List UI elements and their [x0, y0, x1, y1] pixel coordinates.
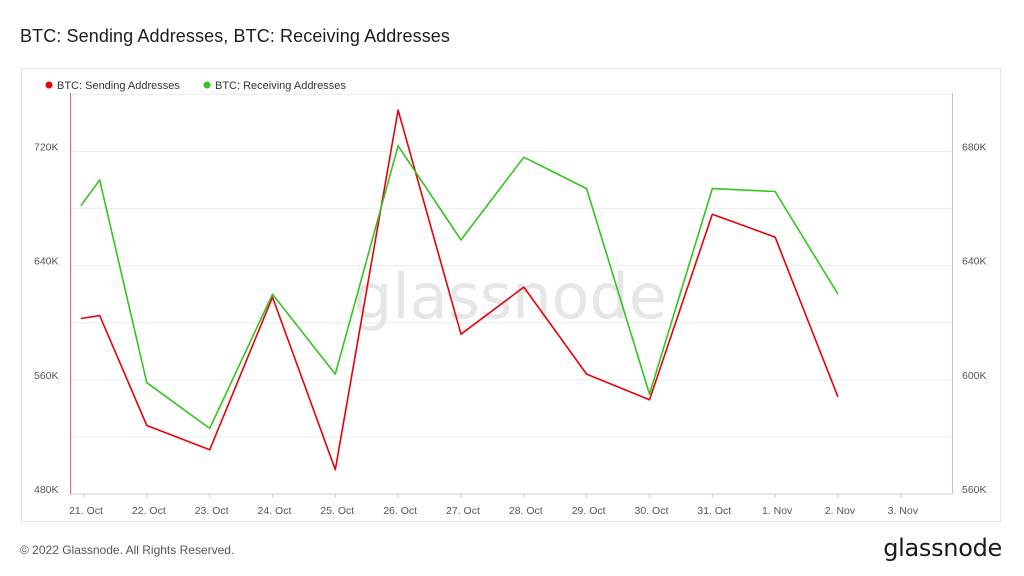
x-axis-tick-label: 21. Oct: [69, 505, 103, 517]
right-axis-tick-label: 600K: [962, 370, 987, 382]
left-axis-tick-label: 720K: [34, 142, 59, 154]
series-line-sending: [80, 109, 839, 471]
x-axis-tick-label: 27. Oct: [446, 505, 480, 517]
legend-dot-receiving: [203, 81, 211, 89]
x-axis-tick-label: 28. Oct: [509, 505, 543, 517]
left-axis-tick-label: 560K: [34, 370, 59, 382]
grid-lines: [70, 93, 952, 438]
x-axis-tick-label: 24. Oct: [258, 505, 292, 517]
chart-frame: [21, 68, 1001, 522]
x-axis-tick-label: 25. Oct: [320, 505, 354, 517]
axes: [70, 93, 953, 495]
legend-label-receiving[interactable]: BTC: Receiving Addresses: [215, 80, 346, 92]
legend[interactable]: BTC: Sending Addresses BTC: Receiving Ad…: [45, 80, 347, 92]
left-axis-tick-label: 640K: [34, 256, 59, 268]
x-axis-tick-label: 31. Oct: [697, 505, 731, 517]
right-axis-tick-label: 680K: [962, 142, 987, 154]
x-axis-tick-label: 23. Oct: [195, 505, 229, 517]
left-axis-tick-label: 480K: [34, 484, 59, 496]
page-title: BTC: Sending Addresses, BTC: Receiving A…: [20, 26, 451, 46]
x-axis-tick-label: 29. Oct: [572, 505, 606, 517]
legend-label-sending[interactable]: BTC: Sending Addresses: [57, 80, 180, 92]
right-axis-tick-label: 560K: [962, 484, 987, 496]
copyright-text: © 2022 Glassnode. All Rights Reserved.: [20, 543, 235, 557]
legend-dot-sending: [45, 81, 53, 89]
series-line-receiving: [80, 145, 839, 430]
tick-labels: 480K 560K 640K 720K 560K 600K 640K 680K 21. Oct 2…: [34, 142, 987, 518]
x-axis-tick-label: 26. Oct: [383, 505, 417, 517]
x-axis-tick-label: 3. Nov: [888, 505, 919, 517]
x-axis-tick-label: 30. Oct: [635, 505, 669, 517]
right-axis-tick-label: 640K: [962, 256, 987, 268]
x-axis-tick-label: 2. Nov: [825, 505, 856, 517]
x-axis-tick-label: 22. Oct: [132, 505, 166, 517]
series-lines: [80, 109, 839, 471]
x-axis-tick-label: 1. Nov: [762, 505, 793, 517]
brand-logo-text: glassnode: [883, 534, 1002, 562]
